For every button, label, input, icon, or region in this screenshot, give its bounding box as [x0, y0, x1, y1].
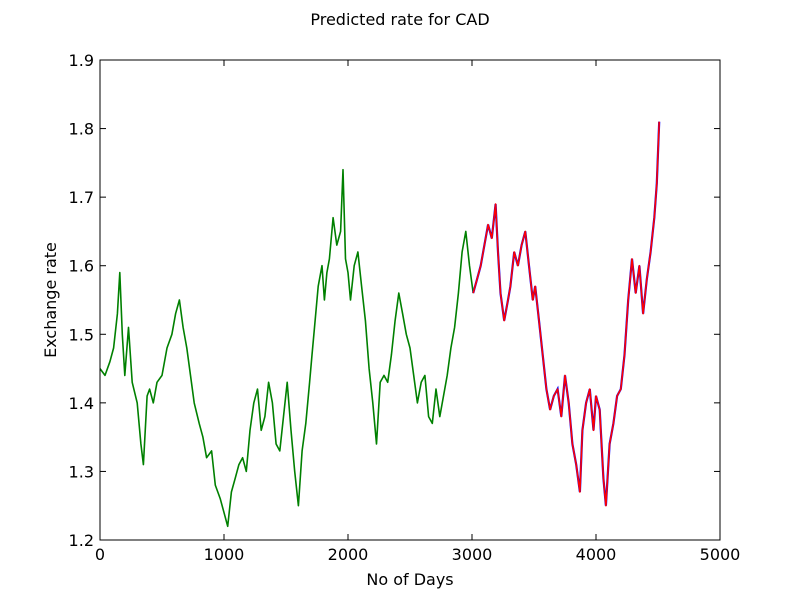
series-layer: [99, 121, 661, 528]
y-tick-label: 1.8: [69, 120, 94, 139]
y-tick-label: 1.9: [69, 51, 94, 70]
y-ticks: 1.2 1.3 1.4 1.5 1.6 1.7 1.8 1.9: [69, 51, 720, 550]
y-axis-label: Exchange rate: [41, 242, 60, 358]
series-actual-line: [99, 168, 474, 528]
x-tick-label: 0: [95, 545, 105, 564]
x-tick-label: 2000: [328, 545, 369, 564]
y-tick-label: 1.7: [69, 188, 94, 207]
x-tick-label: 3000: [452, 545, 493, 564]
chart-title: Predicted rate for CAD: [310, 10, 489, 29]
plot-area: 0 1000 2000 3000 4000 5000 1.2 1.3 1.4 1.5 1.6 1.7…: [69, 51, 741, 564]
y-tick-label: 1.6: [69, 257, 94, 276]
x-axis-label: No of Days: [366, 570, 453, 589]
y-tick-label: 1.2: [69, 531, 94, 550]
y-tick-label: 1.3: [69, 462, 94, 481]
y-tick-label: 1.5: [69, 325, 94, 344]
x-tick-label: 1000: [204, 545, 245, 564]
axes-frame: [99, 59, 721, 541]
y-tick-label: 1.4: [69, 394, 94, 413]
x-tick-label: 5000: [700, 545, 741, 564]
series-predicted-line: [472, 121, 660, 507]
x-tick-label: 4000: [576, 545, 617, 564]
x-ticks: 0 1000 2000 3000 4000 5000: [95, 60, 740, 564]
